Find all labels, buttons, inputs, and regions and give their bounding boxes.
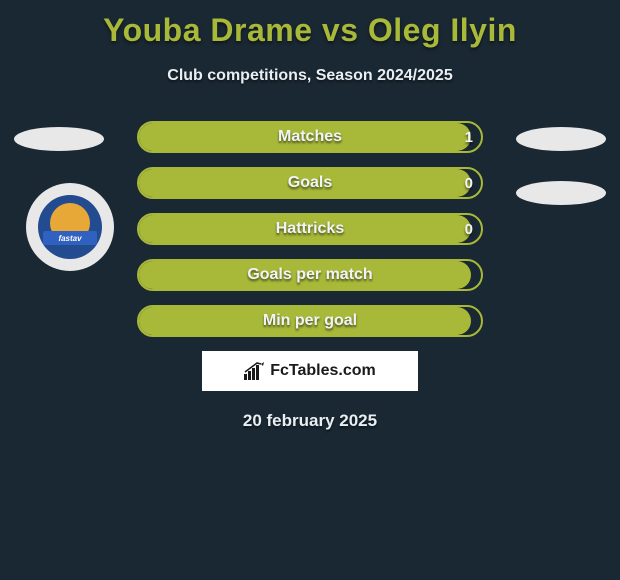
comparison-row: Hattricks0 bbox=[137, 213, 483, 245]
bar-label: Goals bbox=[137, 167, 483, 199]
subtitle: Club competitions, Season 2024/2025 bbox=[0, 67, 620, 85]
bar-label: Goals per match bbox=[137, 259, 483, 291]
brand-box: FcTables.com bbox=[202, 351, 418, 391]
brand-chart-icon bbox=[244, 362, 266, 380]
content-area: FOOTBALL CLUB fastav Matches1Goals0Hattr… bbox=[0, 121, 620, 431]
player-slot-right-2 bbox=[516, 181, 606, 205]
comparison-row: Goals0 bbox=[137, 167, 483, 199]
club-logo-inner: FOOTBALL CLUB fastav bbox=[38, 195, 102, 259]
brand-text: FcTables.com bbox=[270, 362, 376, 380]
player-slot-right-1 bbox=[516, 127, 606, 151]
date-text: 20 february 2025 bbox=[0, 411, 620, 431]
comparison-row: Matches1 bbox=[137, 121, 483, 153]
club-logo-banner: fastav bbox=[43, 231, 97, 245]
bar-value-right: 1 bbox=[465, 121, 473, 153]
bar-label: Hattricks bbox=[137, 213, 483, 245]
bar-label: Min per goal bbox=[137, 305, 483, 337]
comparison-row: Goals per match bbox=[137, 259, 483, 291]
bar-value-right: 0 bbox=[465, 213, 473, 245]
bar-label: Matches bbox=[137, 121, 483, 153]
page-title: Youba Drame vs Oleg Ilyin bbox=[0, 0, 620, 49]
club-logo: FOOTBALL CLUB fastav bbox=[26, 183, 114, 271]
player-slot-left-1 bbox=[14, 127, 104, 151]
bar-value-right: 0 bbox=[465, 167, 473, 199]
comparison-bars: Matches1Goals0Hattricks0Goals per matchM… bbox=[137, 121, 483, 337]
comparison-row: Min per goal bbox=[137, 305, 483, 337]
